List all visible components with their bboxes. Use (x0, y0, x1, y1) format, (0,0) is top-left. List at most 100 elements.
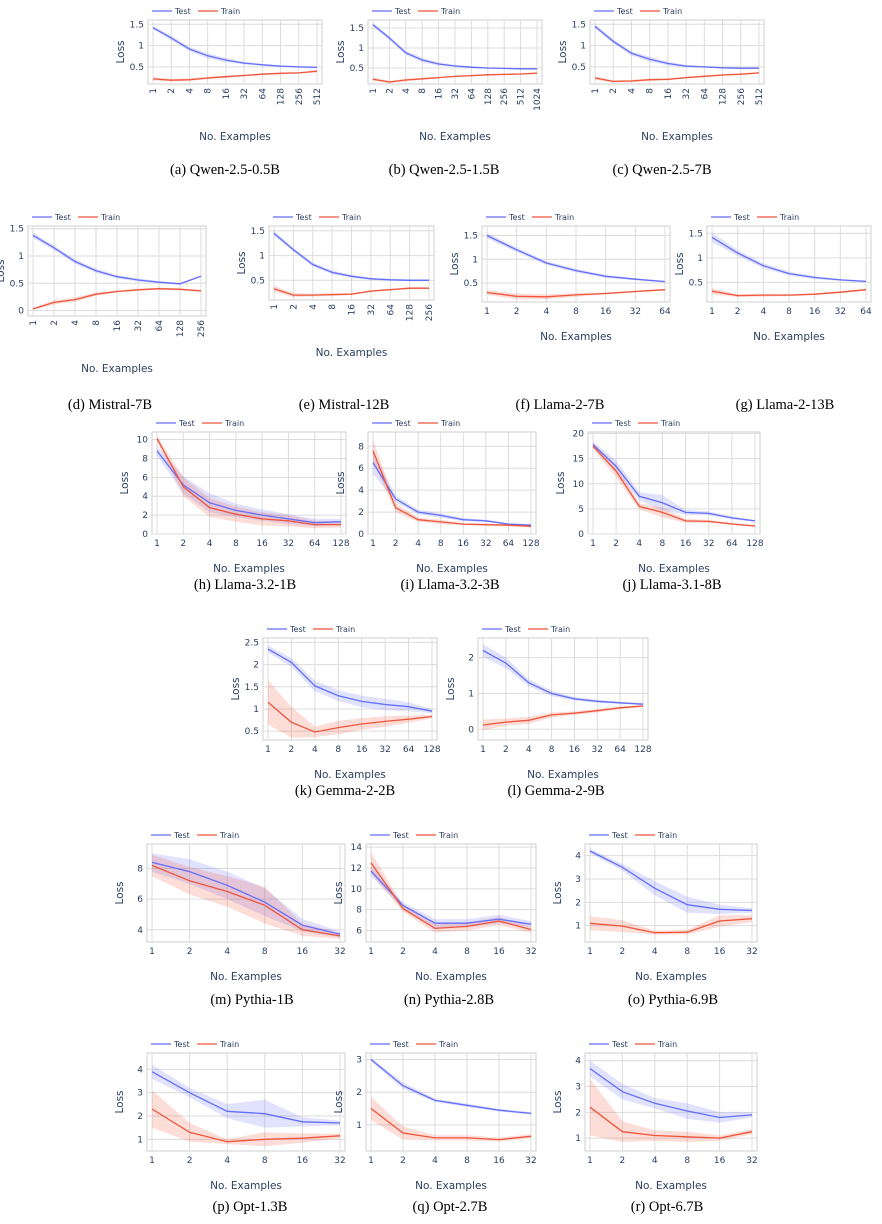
x-tick-label: 32 (746, 1156, 757, 1166)
x-tick-label: 8 (646, 88, 656, 94)
x-tick-label: 8 (573, 307, 579, 317)
y-tick-label: 0 (468, 725, 474, 735)
legend-train-label: Train (224, 419, 244, 428)
x-tick-label: 512 (755, 88, 765, 105)
legend: Test Train (711, 213, 799, 222)
chart-svg: 1 2 3 4 1 2 4 8 16 32 Test Train No. Examples Loss (552, 831, 758, 983)
legend-train-label: Train (219, 1040, 239, 1049)
x-tick-label: 32 (630, 307, 641, 317)
x-tick-label: 16 (680, 539, 692, 549)
x-tick-label: 32 (525, 1156, 536, 1166)
legend: Test Train (156, 419, 244, 428)
confidence-band-test (712, 232, 866, 283)
y-tick-label: 2 (358, 508, 364, 518)
plot-area (584, 1052, 758, 1152)
series-line-train (151, 1108, 341, 1143)
confidence-band-train (274, 285, 429, 297)
x-tick-label: 1024 (533, 88, 543, 111)
legend-test-label: Test (611, 831, 628, 840)
y-tick-label: 1.5 (10, 225, 24, 235)
legend-train-label: Train (550, 625, 570, 634)
series-line-train (486, 289, 666, 298)
series-line-train (370, 862, 532, 931)
y-axis-title: Loss (552, 881, 564, 904)
y-tick-label: 2 (356, 1088, 362, 1098)
x-tick-label: 16 (493, 947, 505, 957)
y-tick-label: 8 (356, 906, 362, 916)
chart-panel: 0.5 1 1.5 1 2 4 8 16 32 64 128 256 512 1024 Test Train N… (334, 2, 550, 144)
x-tick-label: 2 (620, 1156, 626, 1166)
legend-test-label: Test (611, 1040, 628, 1049)
y-tick-label: 0.5 (350, 64, 364, 74)
x-tick-label: 64 (614, 745, 626, 755)
series-line-test (151, 861, 341, 935)
x-tick-label: 32 (240, 88, 250, 99)
x-tick-label: 4 (309, 304, 319, 310)
x-tick-label: 64 (258, 88, 268, 100)
series-line-train (372, 450, 532, 527)
y-tick-label: 1 (253, 705, 259, 715)
series-line-train (589, 918, 753, 934)
y-tick-label: 0 (142, 530, 148, 540)
x-tick-label: 1 (587, 947, 593, 957)
legend: Test Train (486, 213, 574, 222)
x-tick-label: 256 (425, 304, 435, 321)
x-tick-label: 64 (403, 745, 415, 755)
confidence-band-train (152, 1090, 340, 1147)
y-axis-title: Loss (115, 40, 127, 63)
legend-train-label: Train (660, 419, 680, 428)
series-line-train (273, 287, 429, 296)
x-tick-label: 128 (176, 320, 186, 337)
x-tick-label: 256 (197, 320, 207, 337)
x-tick-label: 4 (185, 88, 195, 94)
y-tick-label: 1 (358, 44, 364, 54)
x-tick-label: 4 (652, 1156, 658, 1166)
series-line-train (152, 70, 318, 81)
chart-svg: 1 2 3 1 2 4 8 16 32 Test Train No. Examples Loss (333, 1040, 537, 1192)
legend-test-label: Test (173, 1040, 190, 1049)
chart-panel: 0 5 10 15 20 1 2 4 8 16 32 64 128 Test Train No. Exampl… (554, 414, 768, 576)
y-axis-title: Loss (114, 1090, 126, 1113)
x-tick-label: 128 (719, 88, 729, 105)
y-tick-label: 1.5 (245, 683, 259, 693)
y-tick-label: 3 (137, 1089, 143, 1099)
chart-svg: 4 6 8 1 2 4 8 16 32 Test Train No. Examples Loss (114, 831, 346, 983)
confidence-band-test (593, 441, 755, 522)
series-line-test (482, 649, 644, 705)
confidence-band-train (371, 852, 531, 933)
chart-panel: 1 2 3 4 1 2 4 8 16 32 Test Train No. Examples Loss (113, 1035, 353, 1193)
x-tick-label: 128 (522, 539, 539, 549)
x-axis-title: No. Examples (316, 347, 388, 359)
x-tick-label: 64 (386, 304, 396, 316)
y-axis-title: Loss (449, 252, 461, 275)
legend: Test Train (370, 831, 458, 840)
legend-train-label: Train (341, 213, 361, 222)
x-axis-title: No. Examples (415, 1180, 487, 1192)
y-tick-label: 3 (356, 1056, 362, 1066)
x-tick-label: 4 (312, 745, 318, 755)
x-tick-label: 64 (726, 539, 738, 549)
series-line-test (273, 232, 429, 281)
x-tick-label: 2 (393, 539, 399, 549)
subfigure-caption: (f) Llama-2-7B (515, 397, 605, 413)
x-tick-label: 8 (328, 304, 338, 310)
x-tick-label: 128 (484, 88, 494, 105)
confidence-band-test (152, 1064, 340, 1128)
y-tick-label: 1 (18, 252, 24, 262)
chart-svg: 0.5 1 1.5 1 2 4 8 16 32 64 128 256 512 Test Train No. E… (115, 7, 323, 143)
chart-panel: 0 1 2 1 2 4 8 16 32 64 128 Test Train No. Examples Los… (444, 620, 656, 782)
y-tick-label: 6 (137, 895, 143, 905)
y-tick-label: 1 (356, 1121, 362, 1131)
x-tick-label: 8 (418, 88, 428, 94)
plot-area (147, 19, 323, 85)
legend: Test Train (372, 7, 460, 16)
y-tick-label: 2 (253, 661, 259, 671)
x-tick-label: 32 (379, 745, 390, 755)
x-tick-label: 256 (500, 88, 510, 105)
legend-train-label: Train (440, 7, 460, 16)
x-axis-title: No. Examples (81, 363, 153, 375)
y-tick-label: 10 (351, 885, 363, 895)
chart-panel: 1 2 3 1 2 4 8 16 32 Test Train No. Examples Loss (332, 1035, 544, 1193)
x-tick-label: 8 (786, 307, 792, 317)
